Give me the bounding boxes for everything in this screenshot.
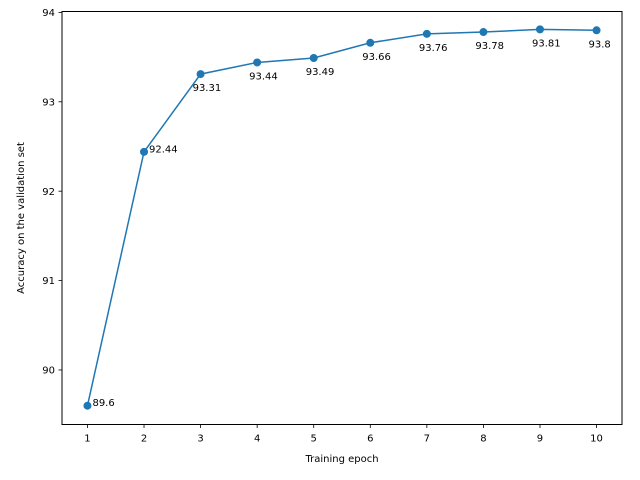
x-tick-label: 6 — [367, 434, 373, 445]
data-label: 93.8 — [589, 39, 611, 50]
x-tick-label: 2 — [141, 434, 147, 445]
data-label: 93.44 — [249, 71, 278, 82]
x-axis-ticks: 1 2 3 4 5 6 7 8 9 10 — [84, 424, 603, 445]
y-tick-label: 90 — [42, 366, 55, 377]
data-label: 93.76 — [419, 43, 448, 54]
x-tick-label: 8 — [480, 434, 486, 445]
data-label: 89.6 — [92, 398, 114, 409]
data-markers — [83, 25, 601, 410]
data-point — [366, 38, 375, 47]
data-labels: 89.6 92.44 93.31 93.44 93.49 93.66 93.76 93.78 9… — [92, 38, 610, 409]
x-tick-label: 5 — [311, 434, 317, 445]
y-axis-ticks: 90 91 92 93 94 — [42, 8, 62, 377]
x-tick-label: 4 — [254, 434, 260, 445]
data-label: 93.78 — [475, 41, 504, 52]
y-tick-label: 93 — [42, 97, 55, 108]
x-tick-label: 9 — [537, 434, 543, 445]
data-point — [535, 25, 544, 34]
data-point — [309, 53, 318, 62]
y-tick-label: 91 — [42, 276, 55, 287]
y-tick-label: 92 — [42, 187, 55, 198]
data-label: 93.31 — [193, 83, 222, 94]
x-tick-label: 7 — [424, 434, 430, 445]
data-point — [196, 70, 205, 79]
data-point — [422, 29, 431, 38]
data-point — [140, 147, 149, 156]
y-tick-label: 94 — [42, 8, 55, 19]
x-tick-label: 3 — [197, 434, 203, 445]
plot-frame — [61, 11, 623, 425]
x-tick-label: 1 — [84, 434, 90, 445]
data-label: 92.44 — [149, 144, 178, 155]
data-point — [253, 58, 262, 67]
data-point — [83, 401, 92, 410]
x-tick-label: 10 — [590, 434, 603, 445]
data-label: 93.81 — [532, 38, 561, 49]
data-point — [592, 26, 601, 35]
series-line — [86, 28, 597, 406]
y-axis-title: Accuracy on the validation set — [16, 142, 27, 294]
data-label: 93.49 — [306, 67, 335, 78]
x-axis-title: Training epoch — [304, 454, 378, 465]
data-label: 93.66 — [362, 52, 391, 63]
data-point — [479, 28, 488, 37]
